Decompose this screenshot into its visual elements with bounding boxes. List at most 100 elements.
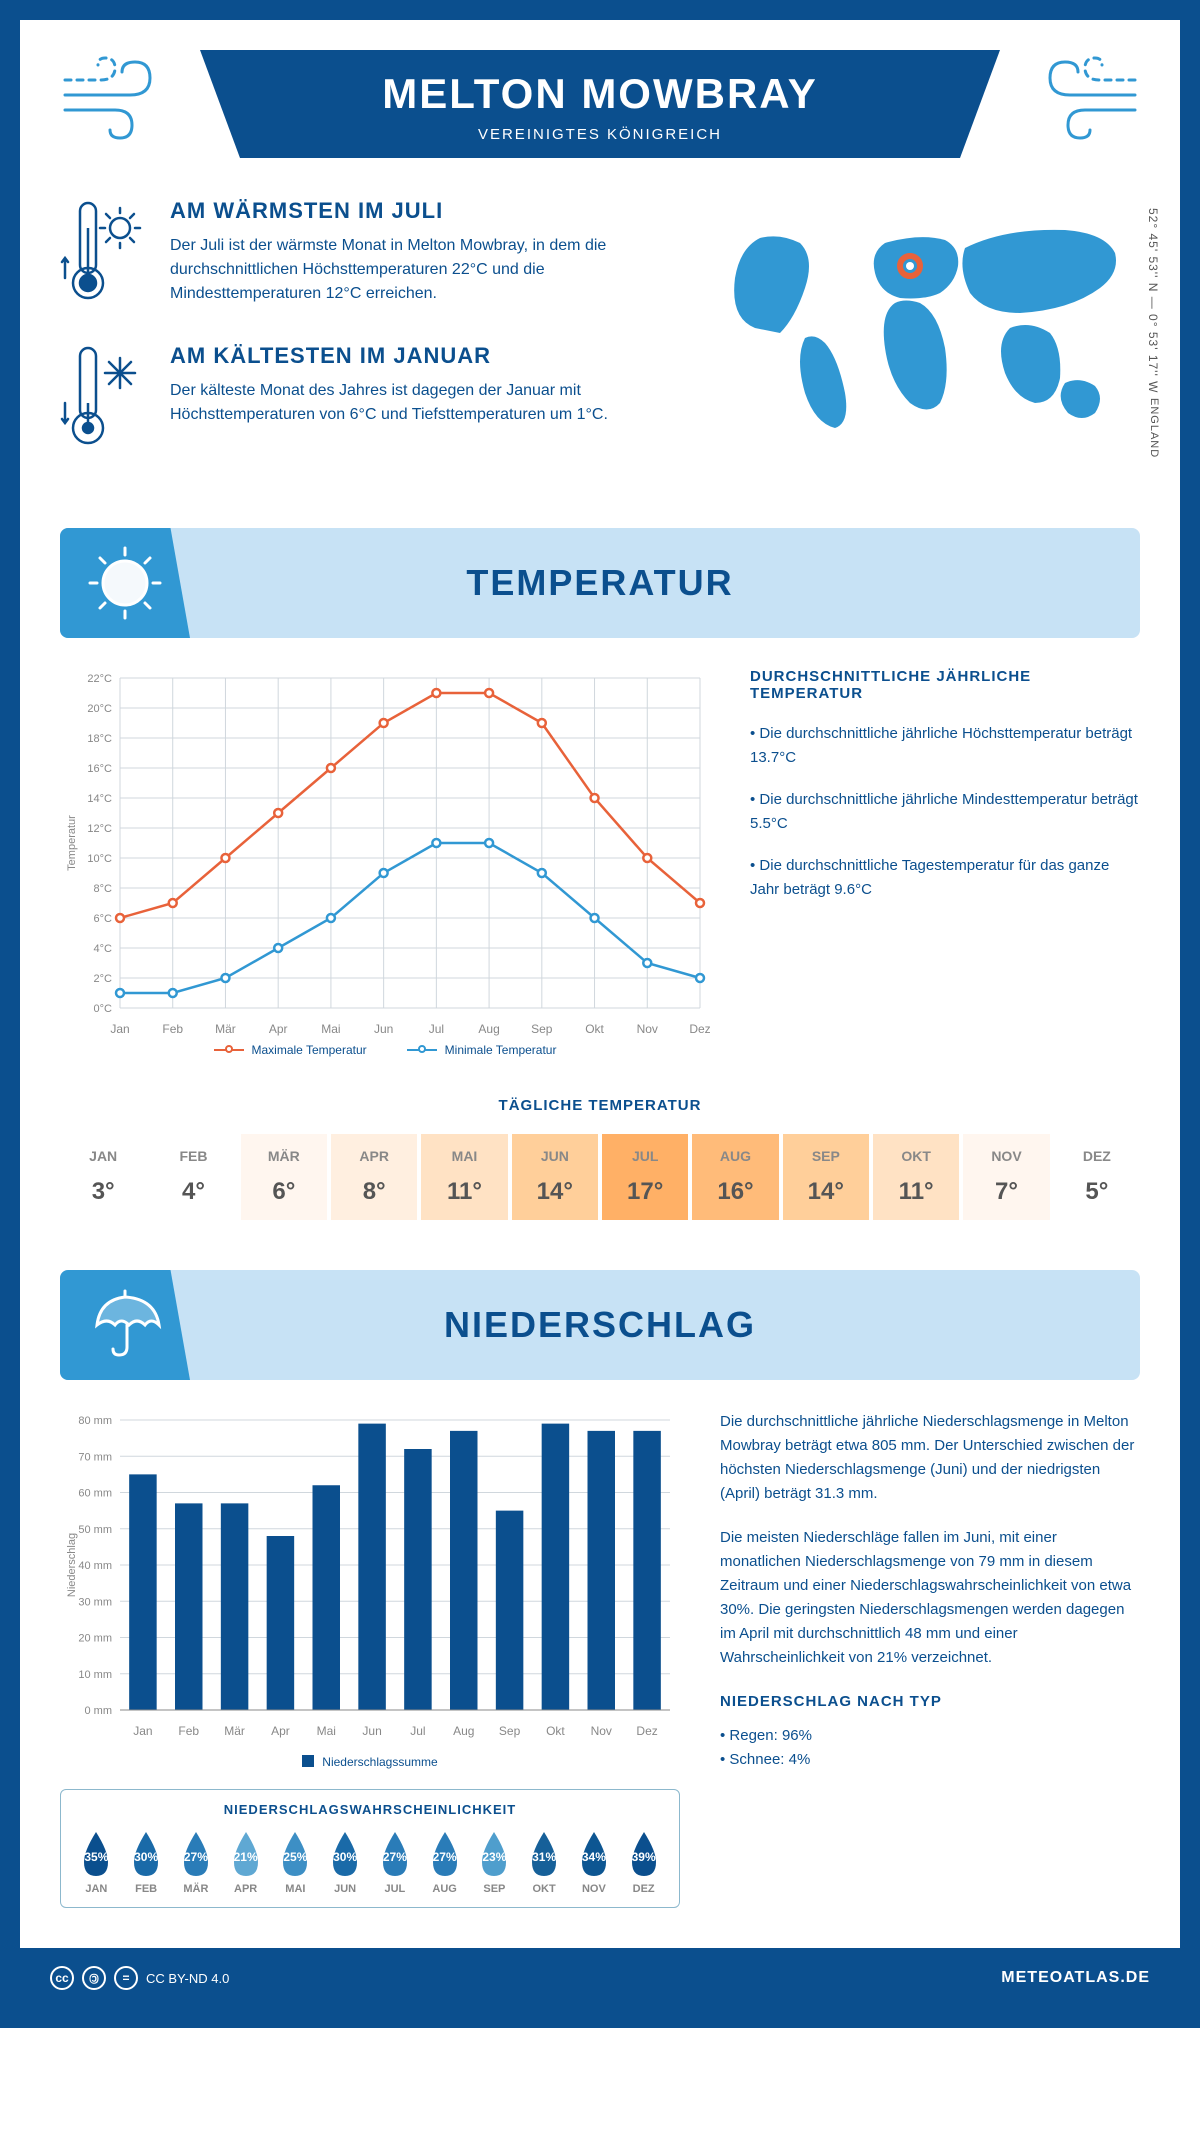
daily-cell: MÄR6° xyxy=(241,1134,327,1220)
cold-block: AM KÄLTESTEN IM JANUAR Der kälteste Mona… xyxy=(60,343,670,458)
daily-cell: DEZ5° xyxy=(1054,1134,1140,1220)
drops-title: NIEDERSCHLAGSWAHRSCHEINLICHKEIT xyxy=(73,1802,667,1817)
daily-cell: AUG16° xyxy=(692,1134,778,1220)
niederschlag-section-header: NIEDERSCHLAG xyxy=(60,1270,1140,1380)
svg-text:Niederschlag: Niederschlag xyxy=(66,1533,78,1597)
precip-type-line: • Schnee: 4% xyxy=(720,1748,1140,1772)
svg-text:6°C: 6°C xyxy=(94,913,113,925)
daily-cell: NOV7° xyxy=(963,1134,1049,1220)
svg-text:10°C: 10°C xyxy=(87,853,112,865)
svg-text:40 mm: 40 mm xyxy=(78,1560,112,1572)
drop-cell: 27%AUG xyxy=(421,1829,468,1895)
drop-cell: 21%APR xyxy=(222,1829,269,1895)
drop-cell: 30%FEB xyxy=(123,1829,170,1895)
precip-text-p2: Die meisten Niederschläge fallen im Juni… xyxy=(720,1526,1140,1670)
temperatur-title: TEMPERATUR xyxy=(190,562,1140,604)
wind-icon-left xyxy=(60,50,180,145)
svg-text:Mär: Mär xyxy=(215,1022,236,1036)
page-header: MELTON MOWBRAY VEREINIGTES KÖNIGREICH xyxy=(60,50,1140,158)
drop-cell: 30%JUN xyxy=(322,1829,369,1895)
thermometer-cold-icon xyxy=(60,343,150,458)
svg-text:Okt: Okt xyxy=(546,1724,565,1738)
svg-text:50 mm: 50 mm xyxy=(78,1524,112,1536)
daily-cell: MAI11° xyxy=(421,1134,507,1220)
daily-temp-title: TÄGLICHE TEMPERATUR xyxy=(60,1097,1140,1114)
daily-cell: APR8° xyxy=(331,1134,417,1220)
svg-text:Okt: Okt xyxy=(585,1022,604,1036)
nd-icon: = xyxy=(114,1966,138,1990)
svg-text:Aug: Aug xyxy=(453,1724,474,1738)
site-name: METEOATLAS.DE xyxy=(1001,1969,1150,1987)
svg-text:20 mm: 20 mm xyxy=(78,1633,112,1645)
sun-icon xyxy=(60,528,190,638)
svg-text:Feb: Feb xyxy=(178,1724,199,1738)
svg-text:80 mm: 80 mm xyxy=(78,1415,112,1427)
temp-text-line: • Die durchschnittliche jährliche Höchst… xyxy=(750,722,1140,770)
precipitation-summary: Die durchschnittliche jährliche Niedersc… xyxy=(720,1410,1140,1908)
svg-text:Apr: Apr xyxy=(271,1724,290,1738)
precip-type-line: • Regen: 96% xyxy=(720,1724,1140,1748)
svg-text:Jun: Jun xyxy=(374,1022,393,1036)
coordinates: 52° 45' 53'' N — 0° 53' 17'' W xyxy=(1146,208,1160,393)
svg-text:Sep: Sep xyxy=(531,1022,553,1036)
drop-cell: 27%JUL xyxy=(372,1829,419,1895)
title-banner: MELTON MOWBRAY VEREINIGTES KÖNIGREICH xyxy=(200,50,1000,158)
svg-text:2°C: 2°C xyxy=(94,973,113,985)
precipitation-probability-box: NIEDERSCHLAGSWAHRSCHEINLICHKEIT 35%JAN30… xyxy=(60,1789,680,1908)
precip-type-title: NIEDERSCHLAG NACH TYP xyxy=(720,1690,1140,1714)
precip-chart-legend: Niederschlagssumme xyxy=(60,1755,680,1769)
daily-temp-grid: JAN3°FEB4°MÄR6°APR8°MAI11°JUN14°JUL17°AU… xyxy=(60,1134,1140,1220)
cold-title: AM KÄLTESTEN IM JANUAR xyxy=(170,343,670,369)
temperatur-section-header: TEMPERATUR xyxy=(60,528,1140,638)
svg-text:Mai: Mai xyxy=(321,1022,340,1036)
svg-text:0 mm: 0 mm xyxy=(85,1705,113,1717)
region-label: ENGLAND xyxy=(1148,398,1160,458)
svg-text:Feb: Feb xyxy=(162,1022,183,1036)
precipitation-bar-chart: 0 mm10 mm20 mm30 mm40 mm50 mm60 mm70 mm8… xyxy=(60,1410,680,1769)
svg-text:60 mm: 60 mm xyxy=(78,1488,112,1500)
svg-text:Dez: Dez xyxy=(689,1022,710,1036)
svg-text:20°C: 20°C xyxy=(87,703,112,715)
drop-cell: 25%MAI xyxy=(272,1829,319,1895)
svg-text:4°C: 4°C xyxy=(94,943,113,955)
svg-text:18°C: 18°C xyxy=(87,733,112,745)
temp-text-line: • Die durchschnittliche jährliche Mindes… xyxy=(750,788,1140,836)
svg-text:16°C: 16°C xyxy=(87,763,112,775)
drop-cell: 35%JAN xyxy=(73,1829,120,1895)
svg-text:22°C: 22°C xyxy=(87,673,112,685)
temp-text-title: DURCHSCHNITTLICHE JÄHRLICHE TEMPERATUR xyxy=(750,668,1140,702)
svg-text:Aug: Aug xyxy=(478,1022,499,1036)
precip-text-p1: Die durchschnittliche jährliche Niedersc… xyxy=(720,1410,1140,1506)
drop-cell: 39%DEZ xyxy=(620,1829,667,1895)
svg-text:Jan: Jan xyxy=(133,1724,152,1738)
warm-text: Der Juli ist der wärmste Monat in Melton… xyxy=(170,234,670,306)
temp-chart-legend: Maximale Temperatur Minimale Temperatur xyxy=(60,1043,710,1057)
svg-text:Dez: Dez xyxy=(636,1724,657,1738)
svg-text:Jul: Jul xyxy=(429,1022,444,1036)
umbrella-icon xyxy=(60,1270,190,1380)
page-subtitle: VEREINIGTES KÖNIGREICH xyxy=(220,126,980,143)
svg-text:8°C: 8°C xyxy=(94,883,113,895)
svg-text:10 mm: 10 mm xyxy=(78,1669,112,1681)
cc-icon: cc xyxy=(50,1966,74,1990)
svg-text:Nov: Nov xyxy=(591,1724,612,1738)
niederschlag-title: NIEDERSCHLAG xyxy=(190,1304,1140,1346)
drop-cell: 23%SEP xyxy=(471,1829,518,1895)
svg-text:Jan: Jan xyxy=(110,1022,129,1036)
page-footer: cc 🄯 = CC BY-ND 4.0 METEOATLAS.DE xyxy=(20,1948,1180,2008)
svg-text:Apr: Apr xyxy=(269,1022,288,1036)
world-map: 52° 45' 53'' N — 0° 53' 17'' W ENGLAND xyxy=(710,198,1140,488)
svg-text:Nov: Nov xyxy=(637,1022,658,1036)
cold-text: Der kälteste Monat des Jahres ist dagege… xyxy=(170,379,670,427)
svg-text:12°C: 12°C xyxy=(87,823,112,835)
daily-cell: JUL17° xyxy=(602,1134,688,1220)
svg-text:Sep: Sep xyxy=(499,1724,521,1738)
svg-text:70 mm: 70 mm xyxy=(78,1451,112,1463)
daily-cell: SEP14° xyxy=(783,1134,869,1220)
temperature-summary: DURCHSCHNITTLICHE JÄHRLICHE TEMPERATUR •… xyxy=(750,668,1140,1057)
svg-text:Mär: Mär xyxy=(224,1724,245,1738)
daily-cell: JAN3° xyxy=(60,1134,146,1220)
daily-cell: JUN14° xyxy=(512,1134,598,1220)
license-text: CC BY-ND 4.0 xyxy=(146,1971,229,1986)
wind-icon-right xyxy=(1020,50,1140,145)
